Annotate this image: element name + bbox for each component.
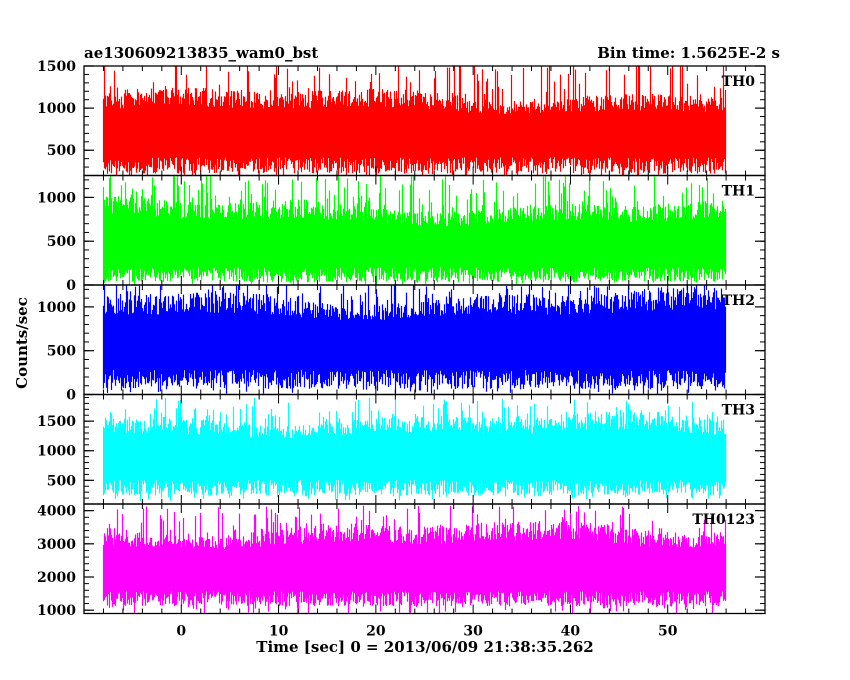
- series-th2: [102, 285, 727, 395]
- y-tick-label: 1000: [37, 444, 76, 460]
- y-tick-label: 500: [47, 234, 76, 250]
- y-tick-label: 1000: [37, 603, 76, 619]
- panel-label-th1: TH1: [722, 184, 755, 200]
- x-tick-label: 40: [561, 624, 581, 640]
- series-line-th0: [102, 66, 727, 176]
- y-tick-label: 1000: [37, 300, 76, 316]
- panel-label-th3: TH3: [722, 403, 755, 419]
- panel-label-th0: TH0: [722, 74, 756, 90]
- series-th0: [102, 66, 727, 176]
- y-tick-label: 500: [47, 473, 76, 489]
- y-tick-label: 1500: [37, 414, 76, 430]
- x-tick-label: 20: [366, 624, 386, 640]
- y-tick-label: 0: [66, 388, 76, 404]
- series-th0123: [102, 505, 727, 614]
- x-tick-label: 30: [463, 624, 483, 640]
- series-line-th0123: [102, 505, 727, 614]
- y-tick-label: 3000: [37, 537, 76, 553]
- x-axis-label: Time [sec] 0 = 2013/06/09 21:38:35.262: [256, 638, 594, 656]
- y-tick-label: 500: [47, 344, 76, 360]
- panel-label-th0123: TH0123: [692, 512, 755, 528]
- series-line-th3: [102, 397, 727, 501]
- chart-title: ae130609213835_wam0_bst: [84, 44, 319, 62]
- y-tick-label: 1000: [37, 190, 76, 206]
- y-tick-label: 500: [47, 143, 76, 159]
- x-tick-label: 10: [269, 624, 289, 640]
- x-tick-label: 50: [658, 624, 678, 640]
- y-tick-label: 1000: [37, 101, 76, 117]
- y-tick-label: 1500: [37, 59, 76, 75]
- panel-label-th2: TH2: [722, 293, 755, 309]
- series-line-th1: [102, 175, 727, 285]
- y-tick-label: 0: [66, 278, 76, 294]
- bin-time-label: Bin time: 1.5625E-2 s: [597, 44, 780, 62]
- x-tick-label: 0: [176, 624, 186, 640]
- y-tick-label: 4000: [37, 504, 76, 520]
- y-tick-label: 2000: [37, 570, 76, 586]
- series-th1: [102, 175, 727, 285]
- series-line-th2: [102, 285, 727, 395]
- panel-frame-th0123: [83, 503, 766, 615]
- series-th3: [102, 397, 727, 501]
